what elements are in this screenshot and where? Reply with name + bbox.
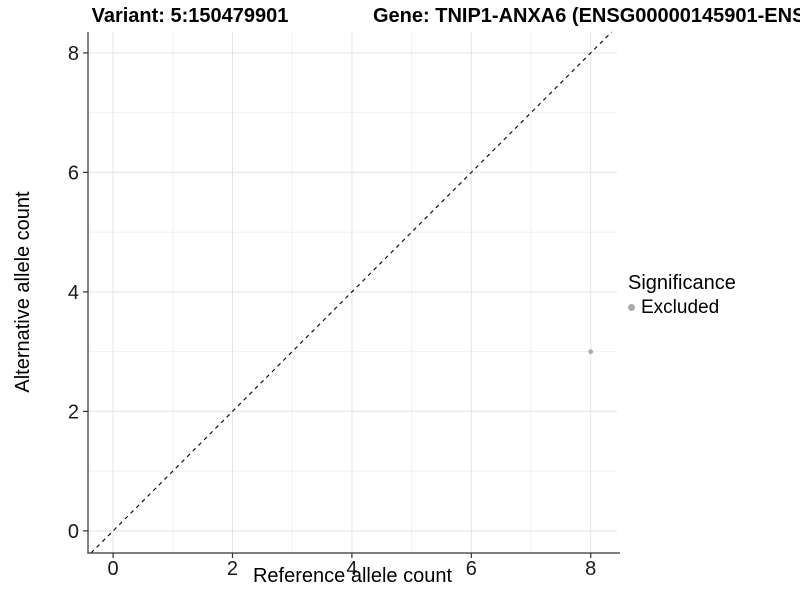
axis-tick-labels: 0 2 4 6 8 0 2 4 6 8 [68,43,596,580]
legend-point-icon [628,304,635,311]
variant-title: Variant: 5:150479901 [91,5,289,27]
axis-lines [87,32,620,554]
x-tick-label: 8 [585,558,596,580]
y-tick-label: 2 [68,401,79,423]
x-tick-label: 4 [346,558,357,580]
legend-title: Significance [628,272,736,294]
grid-major-lines [88,32,617,553]
y-tick-label: 6 [68,162,79,184]
x-axis-title: Reference allele count [252,565,452,587]
y-axis-title-text: Alternative allele count [12,191,34,393]
identity-dashed-line [90,31,613,554]
gene-title: Gene: TNIP1-ANXA6 (ENSG00000145901-ENS [373,5,800,27]
y-tick-label: 4 [68,282,79,304]
legend-item-excluded: Excluded [628,296,736,319]
x-tick-label: 0 [108,558,119,580]
x-tick-label: 2 [227,558,238,580]
axis-tick-marks [83,52,592,558]
y-tick-label: 8 [68,43,79,65]
x-tick-label: 6 [466,558,477,580]
grid-minor-lines [88,32,617,553]
y-tick-label: 0 [68,521,79,543]
data-points [588,349,594,355]
data-point-excluded [588,349,594,355]
legend: Significance Excluded [628,271,736,319]
legend-item-label: Excluded [641,297,720,318]
